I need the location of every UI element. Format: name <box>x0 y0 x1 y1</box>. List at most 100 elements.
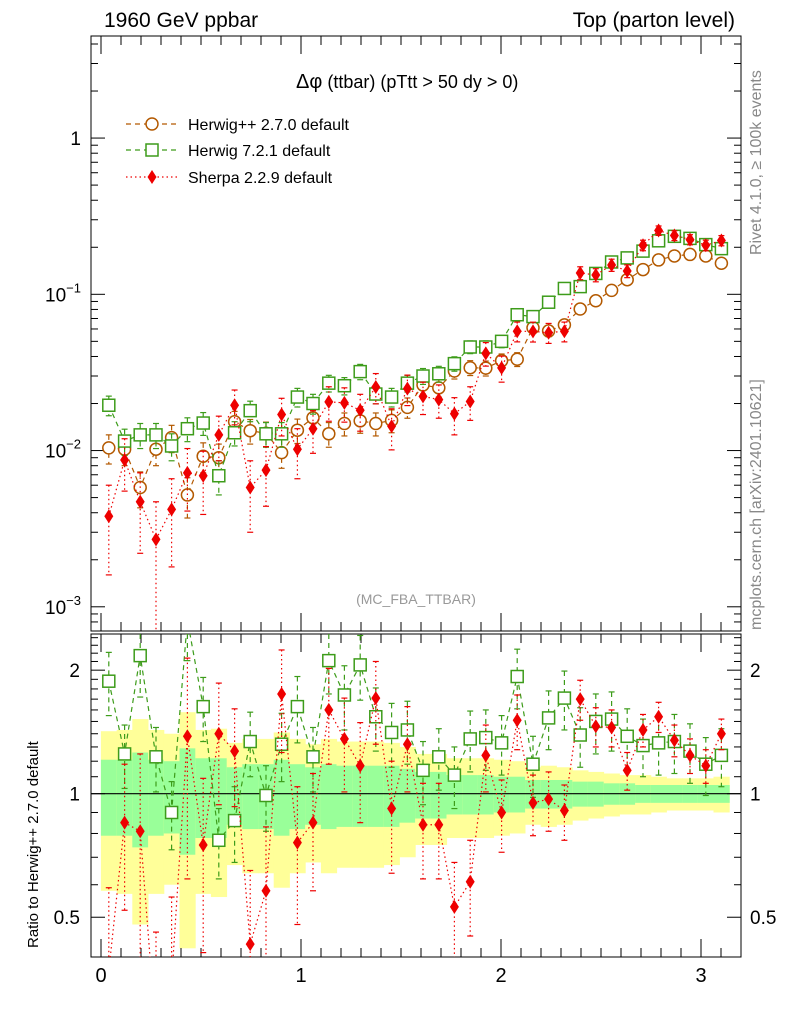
data-point-square <box>447 356 462 371</box>
data-point-diamond <box>638 238 648 253</box>
data-point-diamond <box>308 421 318 436</box>
data-point-diamond <box>292 442 302 457</box>
ratio-y-axis-label: Ratio to Herwig++ 2.7.0 default <box>25 740 42 948</box>
series-line <box>108 253 722 497</box>
data-point-circle <box>274 445 289 460</box>
series-line <box>108 634 722 842</box>
data-point-square <box>322 653 336 668</box>
main-series-sherpa <box>104 223 726 631</box>
data-point-square <box>243 403 257 418</box>
uncertainty-band-inner <box>179 748 196 855</box>
data-point-square <box>117 747 132 761</box>
data-point-square <box>243 734 257 749</box>
data-point-diamond <box>434 817 444 832</box>
data-point-square <box>102 674 116 688</box>
data-point-circle <box>510 352 524 367</box>
data-point-diamond <box>277 686 287 701</box>
data-point-diamond <box>559 324 569 339</box>
analysis-label: (MC_FBA_TTBAR) <box>356 591 476 607</box>
header-left: 1960 GeV ppbar <box>104 9 258 32</box>
data-point-square <box>259 427 273 441</box>
data-point-circle <box>683 247 697 262</box>
data-point-diamond <box>449 899 459 914</box>
data-point-diamond <box>339 395 349 410</box>
data-point-diamond <box>591 267 601 282</box>
data-point-diamond <box>575 265 585 280</box>
data-point-diamond <box>245 480 255 495</box>
data-point-diamond <box>669 733 679 748</box>
plot-title-symbol: Δφ <box>296 71 322 93</box>
data-point-diamond <box>120 453 130 468</box>
data-point-diamond <box>214 427 224 442</box>
data-point-square <box>557 691 572 705</box>
data-point-circle <box>463 360 477 375</box>
data-point-diamond <box>230 744 240 759</box>
data-point-square <box>180 421 195 436</box>
series-line <box>109 693 722 957</box>
data-point-diamond <box>701 758 711 773</box>
data-point-square <box>102 398 116 412</box>
ratio-y-tick-label-right: 1 <box>750 785 761 806</box>
uncertainty-band-inner <box>320 764 338 830</box>
legend-entry-sherpa: Sherpa 2.2.9 default <box>126 170 333 187</box>
y-tick-label: 1 <box>70 129 81 150</box>
ratio-y-tick-label-right: 2 <box>750 661 761 682</box>
uncertainty-band-inner <box>352 765 369 827</box>
x-tick-label: 2 <box>495 965 506 987</box>
data-point-diamond <box>324 394 334 409</box>
uncertainty-band-inner <box>148 759 165 836</box>
data-point-square <box>573 279 587 294</box>
data-point-square <box>416 763 430 778</box>
data-point-diamond <box>685 748 695 763</box>
data-point-diamond <box>418 817 428 832</box>
data-point-circle <box>479 361 493 375</box>
uncertainty-band-inner <box>399 768 416 823</box>
data-point-square <box>196 699 210 714</box>
uncertainty-band-inner <box>100 759 118 836</box>
data-point-circle <box>432 381 446 395</box>
x-tick-label: 3 <box>695 965 706 987</box>
legend-marker-herwigpp <box>145 117 159 131</box>
data-point-diamond <box>371 691 381 706</box>
y-tick-label-base: 10 <box>45 598 66 619</box>
data-point-circle <box>573 302 587 316</box>
data-point-diamond <box>355 403 365 418</box>
uncertainty-band-inner <box>509 776 526 813</box>
data-point-diamond <box>371 380 381 395</box>
data-point-diamond <box>402 381 412 396</box>
header-right: Top (parton level) <box>573 9 735 32</box>
data-point-square <box>636 738 650 753</box>
data-point-square <box>117 434 132 448</box>
data-point-diamond <box>544 792 554 807</box>
legend-marker-herwig7 <box>145 143 159 157</box>
data-point-circle <box>102 441 116 455</box>
rivet-version-label: Rivet 4.1.0, ≥ 100k events <box>748 70 765 255</box>
data-point-diamond <box>638 722 648 737</box>
data-point-diamond <box>355 758 365 773</box>
data-point-diamond <box>622 263 632 278</box>
data-point-circle <box>651 253 666 267</box>
data-point-square <box>494 736 509 750</box>
data-point-square <box>432 750 446 764</box>
y-tick-label: 10−3 <box>45 593 81 619</box>
uncertainty-band-inner <box>210 758 228 838</box>
y-tick-label-base: 10 <box>45 285 66 306</box>
data-point-square <box>259 788 273 803</box>
data-point-diamond <box>512 713 522 728</box>
data-point-diamond <box>151 532 161 547</box>
legend-label-herwigpp: Herwig++ 2.7.0 default <box>188 117 350 134</box>
uncertainty-band-inner <box>242 764 259 830</box>
data-point-diamond <box>277 407 287 422</box>
data-point-diamond <box>230 398 240 413</box>
data-point-square <box>227 813 242 828</box>
data-point-circle <box>322 427 336 441</box>
y-tick-label: 10−1 <box>45 280 81 306</box>
ratio-y-tick-label-left: 0.5 <box>54 908 80 929</box>
data-point-diamond <box>497 805 507 820</box>
data-point-square <box>541 711 556 725</box>
uncertainty-band-inner <box>116 759 133 836</box>
data-point-square <box>714 748 729 763</box>
data-point-square <box>557 281 572 296</box>
data-point-diamond <box>324 702 334 717</box>
data-point-diamond <box>261 883 271 898</box>
